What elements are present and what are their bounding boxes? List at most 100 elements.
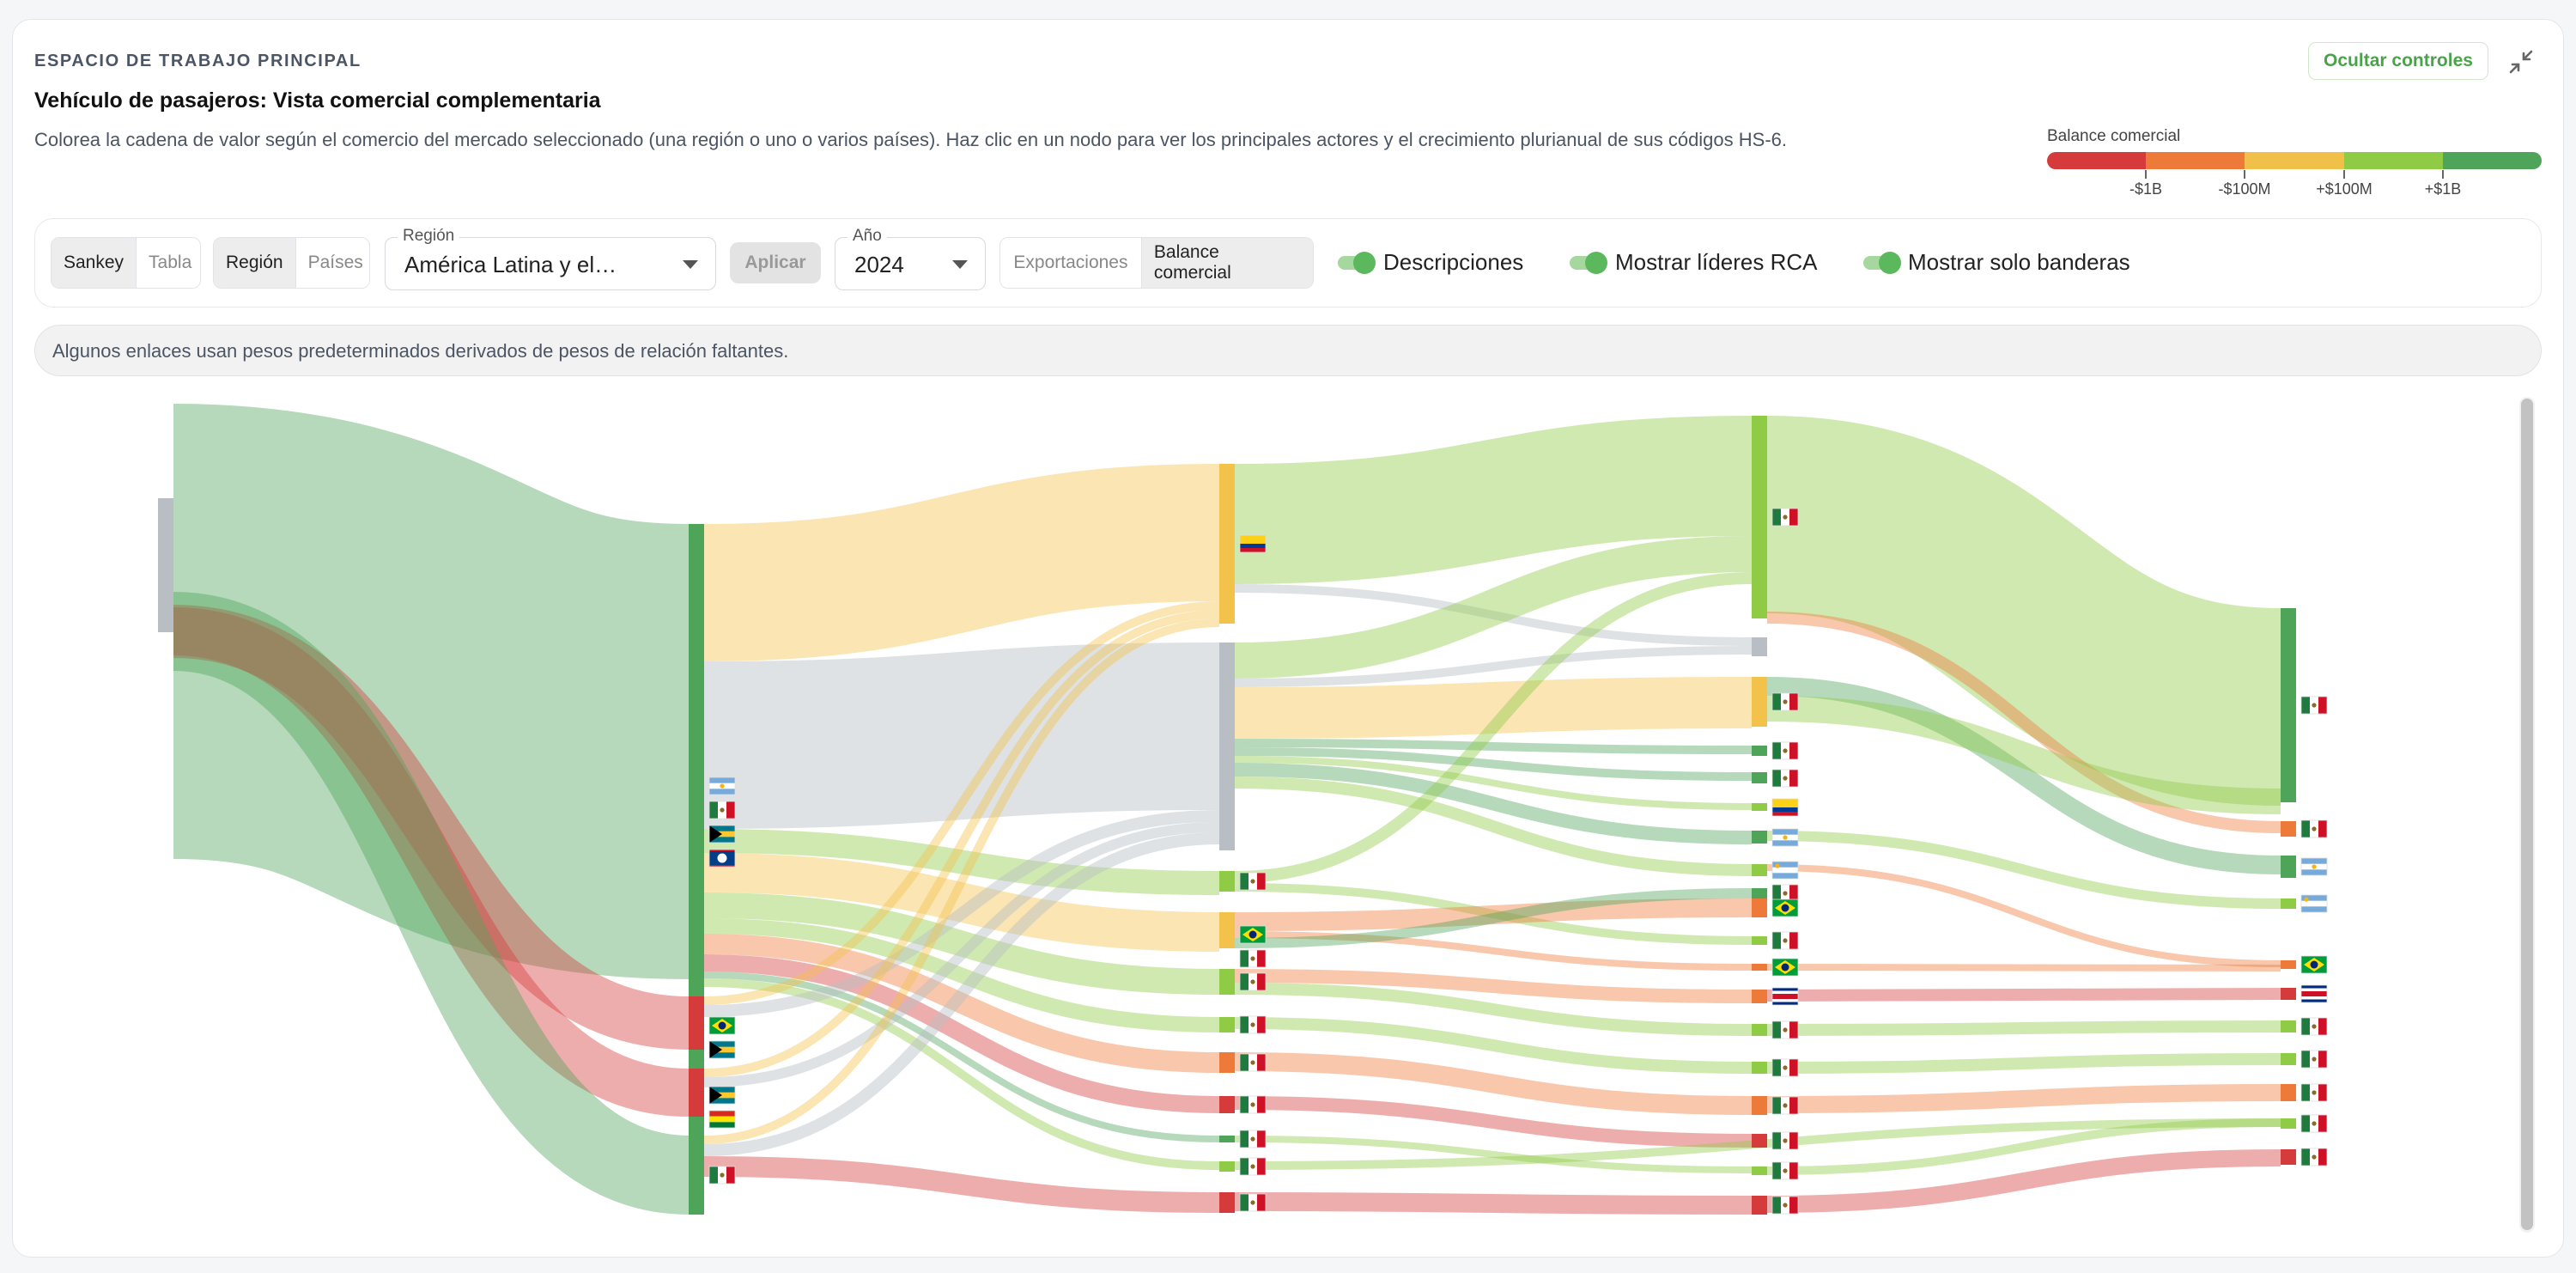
sankey-link[interactable] <box>1234 983 1753 1036</box>
sankey-node[interactable] <box>1752 864 1767 876</box>
sankey-link[interactable] <box>1766 1020 2281 1036</box>
sankey-link[interactable] <box>703 822 1220 1087</box>
sankey-link[interactable] <box>703 918 1220 1032</box>
sankey-link[interactable] <box>170 404 692 979</box>
sankey-link[interactable] <box>172 592 690 1215</box>
sankey-node[interactable] <box>2281 608 2296 802</box>
sankey-node[interactable] <box>1752 772 1767 783</box>
sankey-node[interactable] <box>1752 1096 1767 1115</box>
sankey-node[interactable] <box>1219 1052 1235 1073</box>
sankey-node[interactable] <box>2281 1118 2296 1129</box>
sankey-node[interactable] <box>1219 1096 1235 1113</box>
sankey-node[interactable] <box>1752 803 1767 811</box>
sankey-link[interactable] <box>1234 888 1753 948</box>
rca-leaders-toggle[interactable] <box>1570 249 1609 275</box>
sankey-node[interactable] <box>1752 936 1767 945</box>
sankey-link[interactable] <box>703 464 1220 661</box>
sankey-node[interactable] <box>2281 988 2296 1000</box>
sankey-link[interactable] <box>1766 964 2281 971</box>
sankey-link[interactable] <box>1766 831 2281 909</box>
region-select[interactable]: Región América Latina y el… <box>385 227 716 290</box>
sankey-link[interactable] <box>1234 969 1753 1003</box>
sankey-node[interactable] <box>2281 1053 2296 1065</box>
sankey-link[interactable] <box>1766 1149 2281 1213</box>
sankey-link[interactable] <box>1234 677 1753 739</box>
sankey-link[interactable] <box>173 607 690 1117</box>
sankey-node[interactable] <box>689 996 704 1050</box>
sankey-node[interactable] <box>1219 464 1235 624</box>
sankey-node[interactable] <box>1752 1134 1767 1148</box>
collapse-arrows-icon[interactable] <box>2507 48 2535 76</box>
sankey-link[interactable] <box>1234 898 1753 931</box>
sankey-node[interactable] <box>1219 1161 1235 1172</box>
sankey-node[interactable] <box>2281 1020 2296 1032</box>
year-select[interactable]: Año 2024 <box>835 227 986 290</box>
sankey-link[interactable] <box>703 892 1220 995</box>
sankey-node[interactable] <box>1219 1136 1235 1142</box>
sankey-link[interactable] <box>1766 696 2281 814</box>
sankey-link[interactable] <box>703 971 1220 1142</box>
sankey-node[interactable] <box>1752 990 1767 1003</box>
sankey-node[interactable] <box>1219 1192 1235 1213</box>
sankey-node[interactable] <box>1219 643 1235 850</box>
sankey-link[interactable] <box>1234 536 1753 679</box>
sankey-node[interactable] <box>1752 637 1767 656</box>
metric-balance-button[interactable]: Balance comercial <box>1140 238 1313 288</box>
sankey-link[interactable] <box>703 1156 1220 1213</box>
sankey-node[interactable] <box>689 1069 704 1117</box>
scope-countries-button[interactable]: Países <box>295 238 369 288</box>
sankey-scrollbar-thumb[interactable] <box>2521 399 2533 1230</box>
sankey-link[interactable] <box>1766 612 2281 833</box>
sankey-link[interactable] <box>1234 572 1753 883</box>
sankey-link[interactable] <box>703 643 1220 829</box>
sankey-link[interactable] <box>1234 1096 1753 1148</box>
sankey-node[interactable] <box>1752 1024 1767 1036</box>
sankey-link[interactable] <box>1234 1192 1753 1215</box>
sankey-node[interactable] <box>1219 871 1235 892</box>
sankey-node[interactable] <box>1219 912 1235 948</box>
sankey-link[interactable] <box>1766 1053 2281 1074</box>
sankey-node[interactable] <box>1752 888 1767 898</box>
descriptions-toggle[interactable] <box>1338 249 1377 275</box>
sankey-link[interactable] <box>1234 739 1753 754</box>
sankey-link[interactable] <box>1234 584 1753 646</box>
sankey-node[interactable] <box>1219 1017 1235 1032</box>
sankey-node[interactable] <box>2281 960 2296 969</box>
metric-exports-button[interactable]: Exportaciones <box>1000 238 1141 288</box>
sankey-link[interactable] <box>703 610 1220 1077</box>
sankey-node[interactable] <box>1752 677 1767 727</box>
sankey-link[interactable] <box>703 978 1220 1170</box>
sankey-node[interactable] <box>1219 969 1235 995</box>
sankey-link[interactable] <box>1766 677 2281 874</box>
view-table-button[interactable]: Tabla <box>136 238 200 288</box>
scope-region-button[interactable]: Región <box>214 238 295 288</box>
sankey-link[interactable] <box>703 810 1220 1017</box>
sankey-node[interactable] <box>2281 856 2296 878</box>
sankey-node[interactable] <box>1752 1166 1767 1175</box>
sankey-link[interactable] <box>703 934 1220 1073</box>
sankey-node[interactable] <box>1752 1196 1767 1215</box>
sankey-node[interactable] <box>1752 964 1767 971</box>
view-sankey-button[interactable]: Sankey <box>52 238 137 288</box>
sankey-node[interactable] <box>2281 1149 2296 1165</box>
sankey-link[interactable] <box>703 601 1220 1005</box>
sankey-node[interactable] <box>2281 1084 2296 1101</box>
sankey-node[interactable] <box>1752 831 1767 844</box>
sankey-node[interactable] <box>2281 821 2296 837</box>
sankey-link[interactable] <box>1765 416 2283 806</box>
sankey-link[interactable] <box>703 618 1220 1144</box>
sankey-link[interactable] <box>173 605 690 1050</box>
sankey-link[interactable] <box>1234 931 1753 971</box>
sankey-link[interactable] <box>703 954 1220 1113</box>
sankey-node[interactable] <box>1752 898 1767 917</box>
sankey-node[interactable] <box>1752 746 1767 756</box>
sankey-node[interactable] <box>689 1136 704 1215</box>
sankey-node[interactable] <box>2281 898 2296 909</box>
sankey-link[interactable] <box>1766 988 2281 1002</box>
hide-controls-button[interactable]: Ocultar controles <box>2308 42 2488 80</box>
sankey-node[interactable] <box>1752 1062 1767 1074</box>
flags-only-toggle[interactable] <box>1863 249 1903 275</box>
sankey-link[interactable] <box>703 832 1220 1156</box>
sankey-link[interactable] <box>1234 777 1753 876</box>
sankey-link[interactable] <box>1234 1052 1753 1115</box>
